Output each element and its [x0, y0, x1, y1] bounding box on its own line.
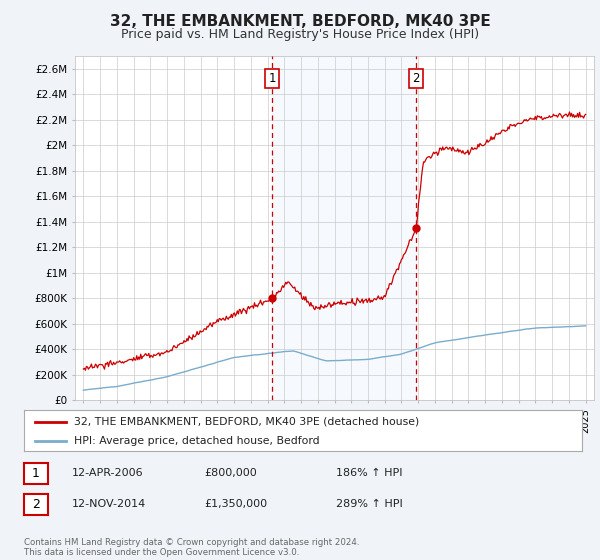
Text: HPI: Average price, detached house, Bedford: HPI: Average price, detached house, Bedf…: [74, 436, 320, 446]
Text: 1: 1: [268, 72, 276, 85]
Text: £800,000: £800,000: [204, 468, 257, 478]
Text: Price paid vs. HM Land Registry's House Price Index (HPI): Price paid vs. HM Land Registry's House …: [121, 28, 479, 41]
Text: 2: 2: [32, 498, 40, 511]
Text: 32, THE EMBANKMENT, BEDFORD, MK40 3PE: 32, THE EMBANKMENT, BEDFORD, MK40 3PE: [110, 14, 490, 29]
Text: 12-NOV-2014: 12-NOV-2014: [72, 499, 146, 509]
Bar: [272, 56, 416, 400]
Text: Contains HM Land Registry data © Crown copyright and database right 2024.
This d: Contains HM Land Registry data © Crown c…: [24, 538, 359, 557]
Text: 289% ↑ HPI: 289% ↑ HPI: [336, 499, 403, 509]
Text: 2: 2: [412, 72, 420, 85]
Text: 1: 1: [32, 467, 40, 480]
Text: 186% ↑ HPI: 186% ↑ HPI: [336, 468, 403, 478]
Text: £1,350,000: £1,350,000: [204, 499, 267, 509]
Text: 32, THE EMBANKMENT, BEDFORD, MK40 3PE (detached house): 32, THE EMBANKMENT, BEDFORD, MK40 3PE (d…: [74, 417, 419, 427]
Text: 12-APR-2006: 12-APR-2006: [72, 468, 143, 478]
